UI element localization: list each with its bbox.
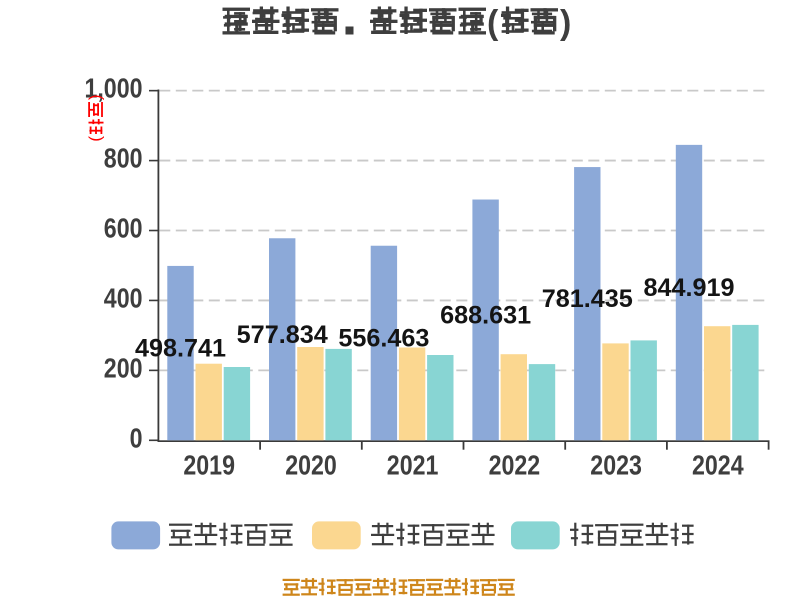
svg-text:(: (: [487, 4, 499, 42]
svg-text:400: 400: [104, 284, 143, 314]
svg-text:781.435: 781.435: [542, 285, 633, 313]
svg-text:498.741: 498.741: [135, 335, 226, 363]
svg-text:2019: 2019: [183, 451, 235, 481]
svg-text:600: 600: [104, 214, 143, 244]
svg-text:2022: 2022: [489, 451, 541, 481]
svg-text:): ): [560, 4, 571, 42]
svg-text:(: (: [88, 95, 107, 101]
svg-text:577.834: 577.834: [237, 321, 328, 349]
svg-text:800: 800: [104, 144, 143, 174]
svg-text:556.463: 556.463: [338, 325, 429, 353]
svg-text:2021: 2021: [387, 451, 439, 481]
svg-text:688.631: 688.631: [440, 301, 531, 329]
svg-text:2020: 2020: [285, 451, 337, 481]
svg-text:844.919: 844.919: [643, 274, 734, 302]
svg-text:200: 200: [104, 353, 143, 383]
svg-text:2023: 2023: [590, 451, 642, 481]
svg-text:2024: 2024: [692, 451, 744, 481]
svg-text:1,000: 1,000: [84, 74, 142, 104]
svg-text:0: 0: [130, 423, 143, 453]
svg-text:): ): [88, 136, 107, 142]
